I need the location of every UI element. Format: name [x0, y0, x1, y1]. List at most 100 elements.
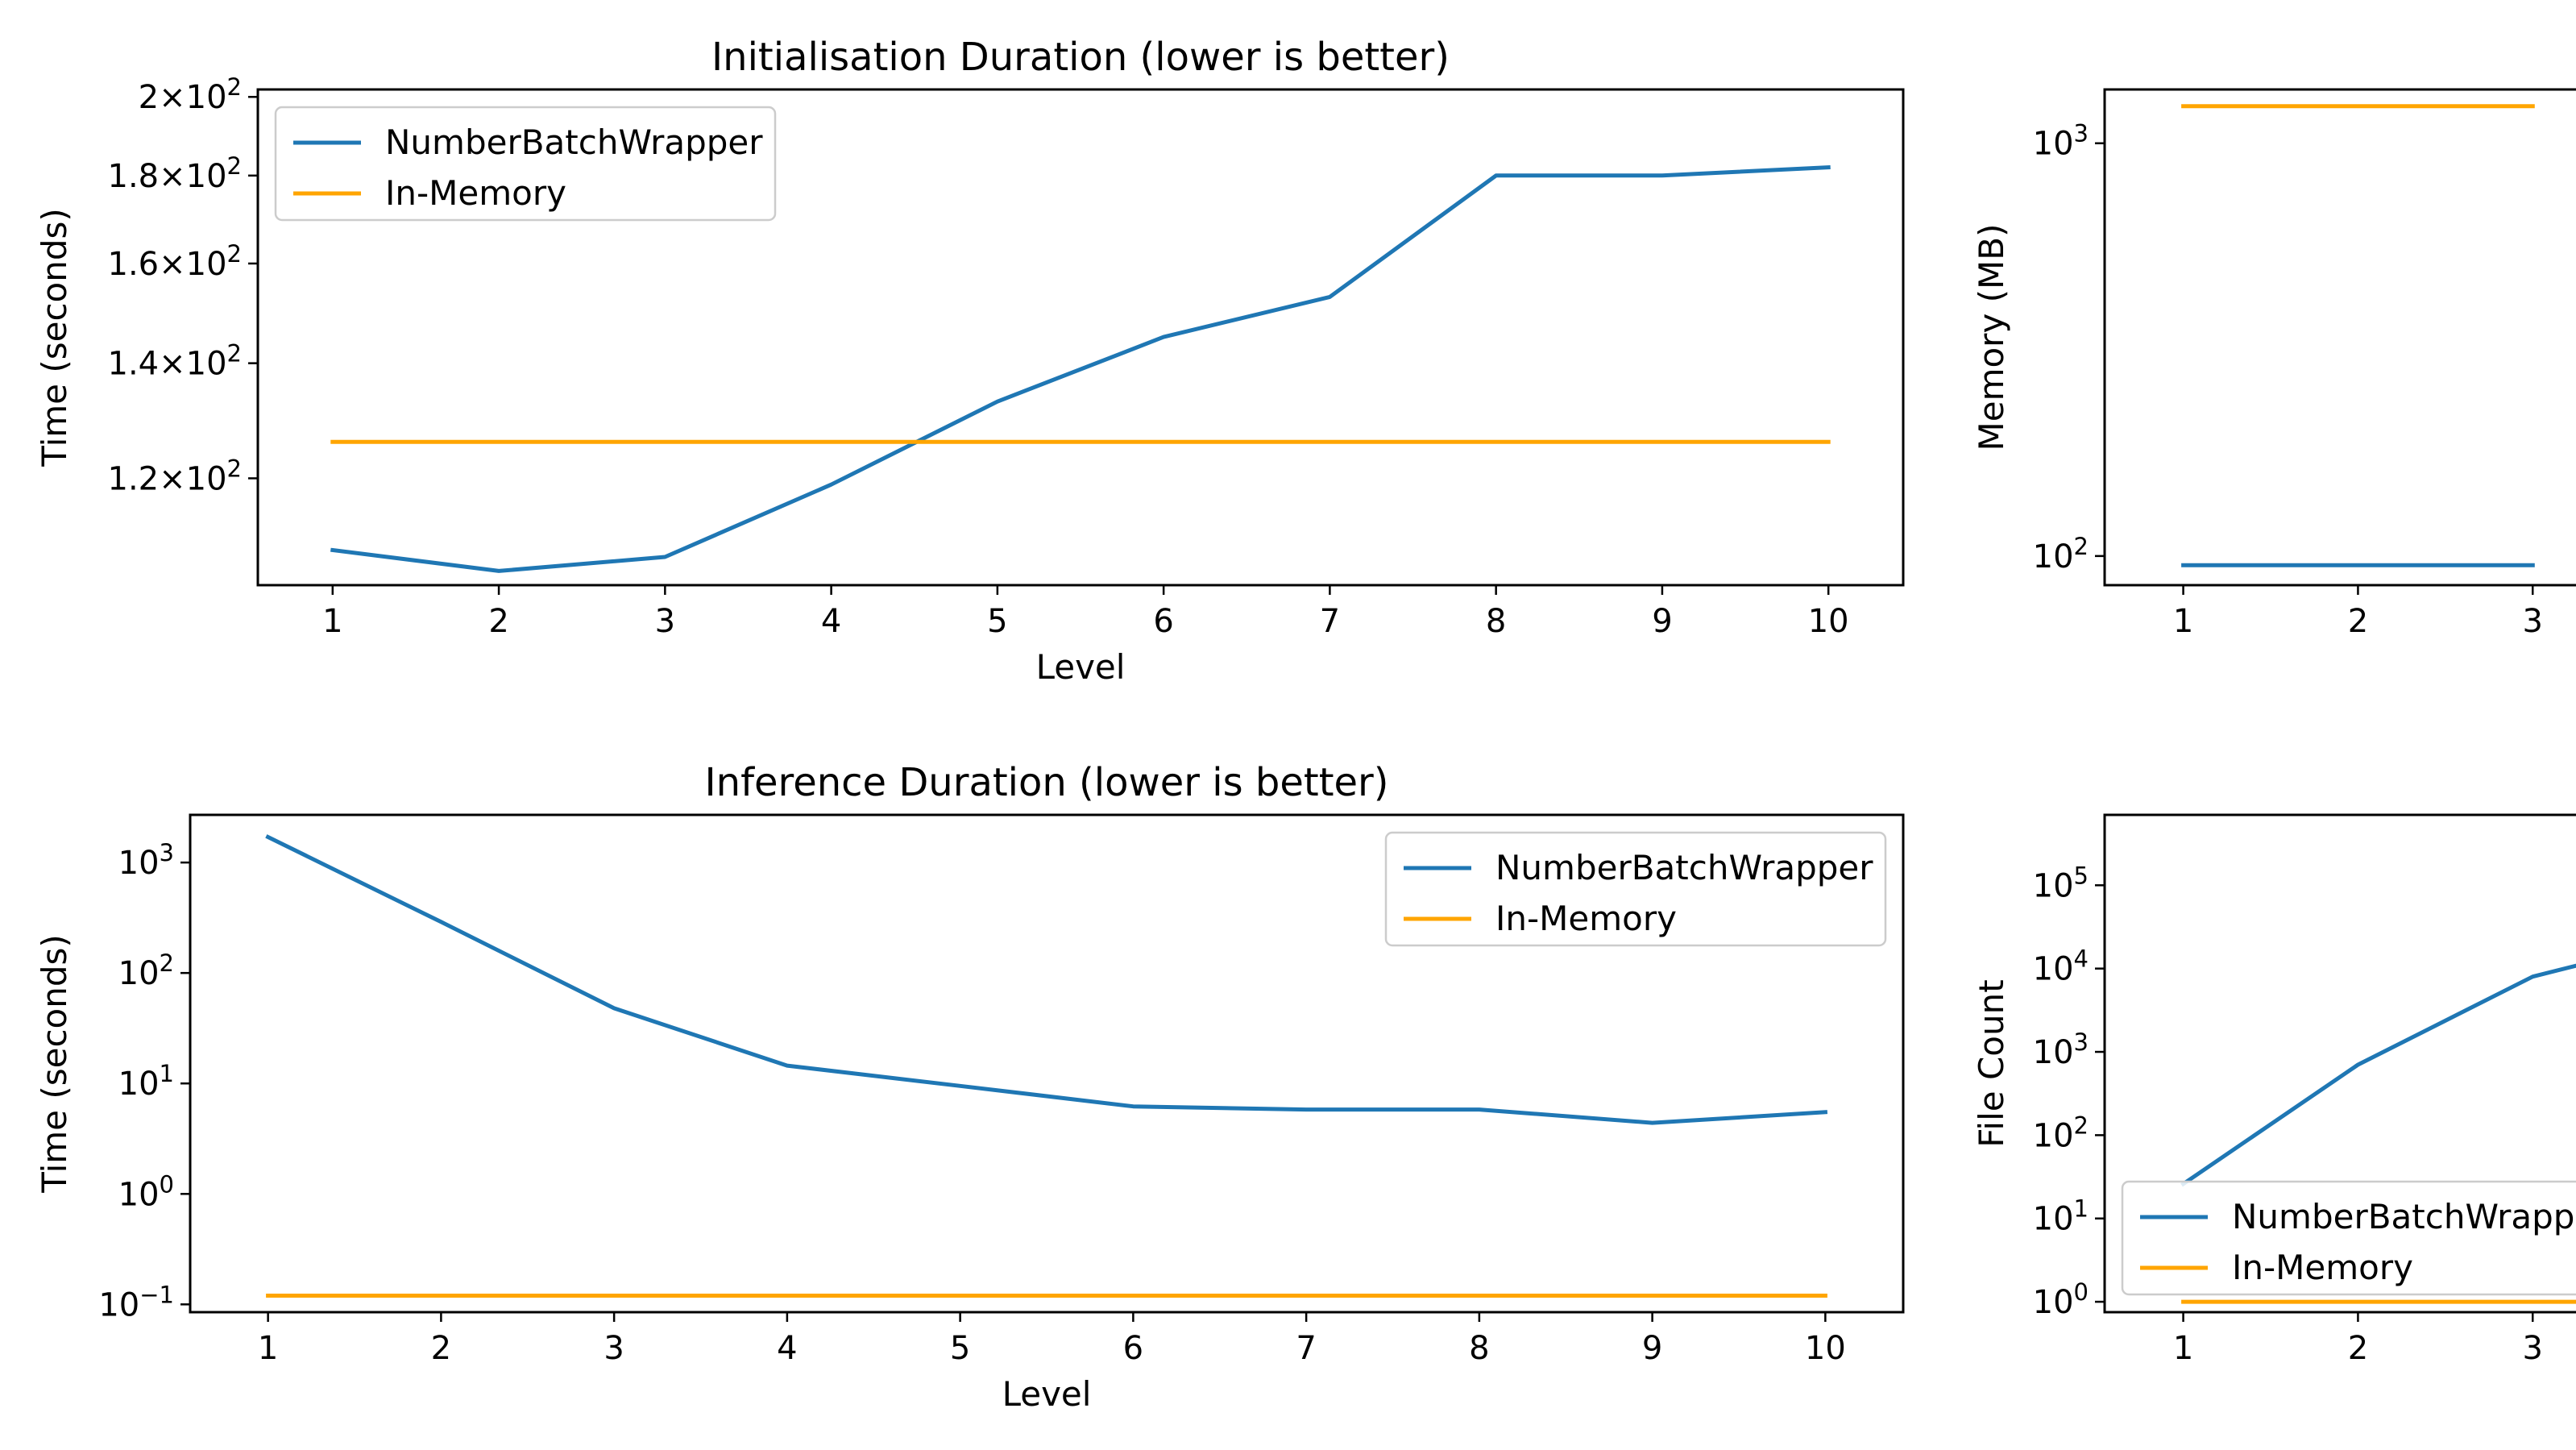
y-tick-exponent: 2: [160, 949, 174, 977]
x-tick-label: 4: [821, 603, 841, 640]
series-line-numberbatchwrapper: [330, 164, 1831, 573]
legend: NumberBatchWrapper In-Memory: [1384, 831, 1887, 947]
y-tick-label: 100: [118, 1170, 174, 1213]
legend-entry: In-Memory: [2232, 1248, 2413, 1287]
y-axis-label: Memory (MB): [1972, 224, 2011, 451]
plot-frame: [189, 813, 1905, 1314]
x-tick-label: 5: [950, 1330, 970, 1367]
series-line-numberbatchwrapper: [2180, 963, 2576, 1187]
y-tick-exponent: −1: [139, 1281, 174, 1308]
plot-frame: [2103, 88, 2576, 587]
y-tick-exponent: 1: [160, 1060, 174, 1087]
y-tick-label: 101: [118, 1060, 174, 1103]
y-tick-label: 101: [2033, 1195, 2089, 1238]
x-tick-label: 2: [2348, 1330, 2368, 1367]
y-tick-exponent: 4: [2074, 945, 2089, 973]
legend: NumberBatchWrapper In-Memory: [2121, 1180, 2576, 1296]
y-tick-exponent: 2: [2074, 533, 2089, 560]
y-tick-label: 100: [2033, 1278, 2089, 1321]
legend: NumberBatchWrapper In-Memory: [274, 106, 777, 222]
x-tick-label: 10: [1808, 603, 1849, 640]
x-axis-label: Level: [1036, 647, 1126, 687]
y-tick-exponent: 2: [2074, 1111, 2089, 1139]
x-tick-label: 3: [655, 603, 675, 640]
x-tick-label: 1: [322, 603, 342, 640]
x-tick-label: 2: [2348, 603, 2368, 640]
y-tick-label: 103: [118, 839, 174, 882]
y-tick-label: 1.4×102: [108, 340, 243, 383]
x-tick-label: 9: [1652, 603, 1672, 640]
y-tick-mantissa: 10: [2033, 538, 2074, 575]
x-tick-label: 2: [431, 1330, 451, 1367]
y-tick-exponent: 2: [227, 455, 242, 482]
y-tick-mantissa: 2: [139, 79, 159, 116]
x-tick-label: 2: [488, 603, 508, 640]
y-tick-base: 10: [186, 460, 227, 497]
legend-entry: In-Memory: [385, 173, 566, 213]
y-tick-label: 1.2×102: [108, 455, 243, 497]
legend-box: [274, 106, 777, 222]
x-axis-label: Level: [1002, 1374, 1092, 1414]
x-tick-label: 7: [1320, 603, 1340, 640]
plot-frame: [2103, 813, 2576, 1314]
y-tick-times: ×: [159, 246, 186, 283]
chart-inference-duration: Inference Duration (lower is better) 1 2 3 4…: [35, 760, 1905, 1414]
y-tick-label: 103: [2033, 120, 2089, 163]
y-tick-label: 102: [118, 949, 174, 992]
y-axis-label: File Count: [1972, 979, 2011, 1147]
x-tick-label: 3: [604, 1330, 624, 1367]
y-tick-exponent: 3: [160, 839, 174, 866]
y-tick-mantissa: 10: [2033, 867, 2074, 904]
y-tick-label: 10−1: [98, 1281, 174, 1323]
y-tick-exponent: 2: [227, 340, 242, 368]
legend-entry: NumberBatchWrapper: [2232, 1197, 2576, 1236]
y-tick-base: 10: [186, 158, 227, 195]
y-tick-mantissa: 10: [98, 1286, 139, 1323]
y-tick-label: 104: [2033, 945, 2089, 988]
y-tick-exponent: 0: [160, 1170, 174, 1198]
y-tick-times: ×: [159, 346, 186, 383]
y-tick-mantissa: 1.4: [108, 346, 160, 383]
y-tick-label: 1.6×102: [108, 240, 243, 283]
y-tick-mantissa: 10: [2033, 1284, 2074, 1321]
legend-entry: NumberBatchWrapper: [1495, 848, 1873, 887]
y-tick-label: 2×102: [139, 73, 242, 116]
x-tick-label: 4: [777, 1330, 797, 1367]
x-tick-label: 9: [1642, 1330, 1662, 1367]
y-tick-times: ×: [159, 158, 186, 195]
x-tick-label: 7: [1296, 1330, 1316, 1367]
y-tick-mantissa: 10: [2033, 951, 2074, 988]
y-axis-label: Time (seconds): [35, 934, 74, 1194]
chart-title: Initialisation Duration (lower is better…: [711, 35, 1450, 80]
y-tick-label: 102: [2033, 1111, 2089, 1154]
y-tick-mantissa: 1.6: [108, 246, 160, 283]
x-tick-label: 3: [2523, 603, 2543, 640]
x-tick-label: 1: [258, 1330, 278, 1367]
chart-title: Inference Duration (lower is better): [705, 760, 1389, 805]
y-tick-mantissa: 1.8: [108, 158, 160, 195]
y-tick-mantissa: 10: [118, 1176, 160, 1213]
y-tick-label: 1.8×102: [108, 152, 243, 195]
y-tick-mantissa: 10: [118, 845, 160, 882]
chart-initialisation-duration: Initialisation Duration (lower is better…: [35, 35, 1905, 687]
y-tick-exponent: 0: [2074, 1278, 2089, 1306]
y-tick-exponent: 3: [2074, 1028, 2089, 1056]
x-tick-label: 1: [2173, 1330, 2193, 1367]
legend-box: [2121, 1180, 2576, 1296]
y-tick-base: 10: [186, 246, 227, 283]
x-tick-label: 5: [987, 603, 1007, 640]
y-tick-mantissa: 1.2: [108, 460, 160, 497]
x-tick-label: 6: [1153, 603, 1173, 640]
series-line-numberbatchwrapper: [265, 834, 1828, 1125]
y-tick-exponent: 2: [227, 152, 242, 180]
y-tick-exponent: 5: [2074, 862, 2089, 889]
x-tick-label: 1: [2173, 603, 2193, 640]
y-tick-exponent: 2: [227, 73, 242, 101]
x-tick-label: 8: [1469, 1330, 1489, 1367]
y-tick-base: 10: [186, 346, 227, 383]
y-tick-label: 105: [2033, 862, 2089, 904]
y-tick-mantissa: 10: [2033, 1117, 2074, 1154]
